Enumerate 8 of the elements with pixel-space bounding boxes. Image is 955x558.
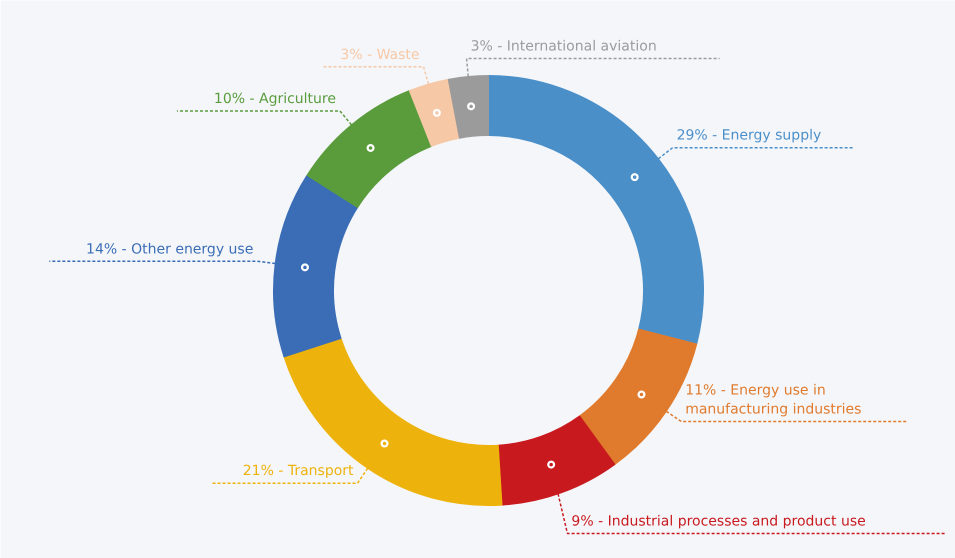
slice-label: 3% - International aviation	[470, 38, 657, 55]
slice-label: 10% - Agriculture	[214, 90, 336, 107]
slice-label: 9% - Industrial processes and product use	[571, 514, 866, 530]
slice-label: 3% - Waste	[340, 46, 420, 63]
slice-label: 29% - Energy supply	[676, 128, 822, 144]
slice-label: 14% - Other energy use	[86, 241, 254, 258]
slice-label: 21% - Transport	[242, 463, 354, 480]
slice-label: 11% - Energy use in manufacturing industries	[685, 382, 862, 418]
